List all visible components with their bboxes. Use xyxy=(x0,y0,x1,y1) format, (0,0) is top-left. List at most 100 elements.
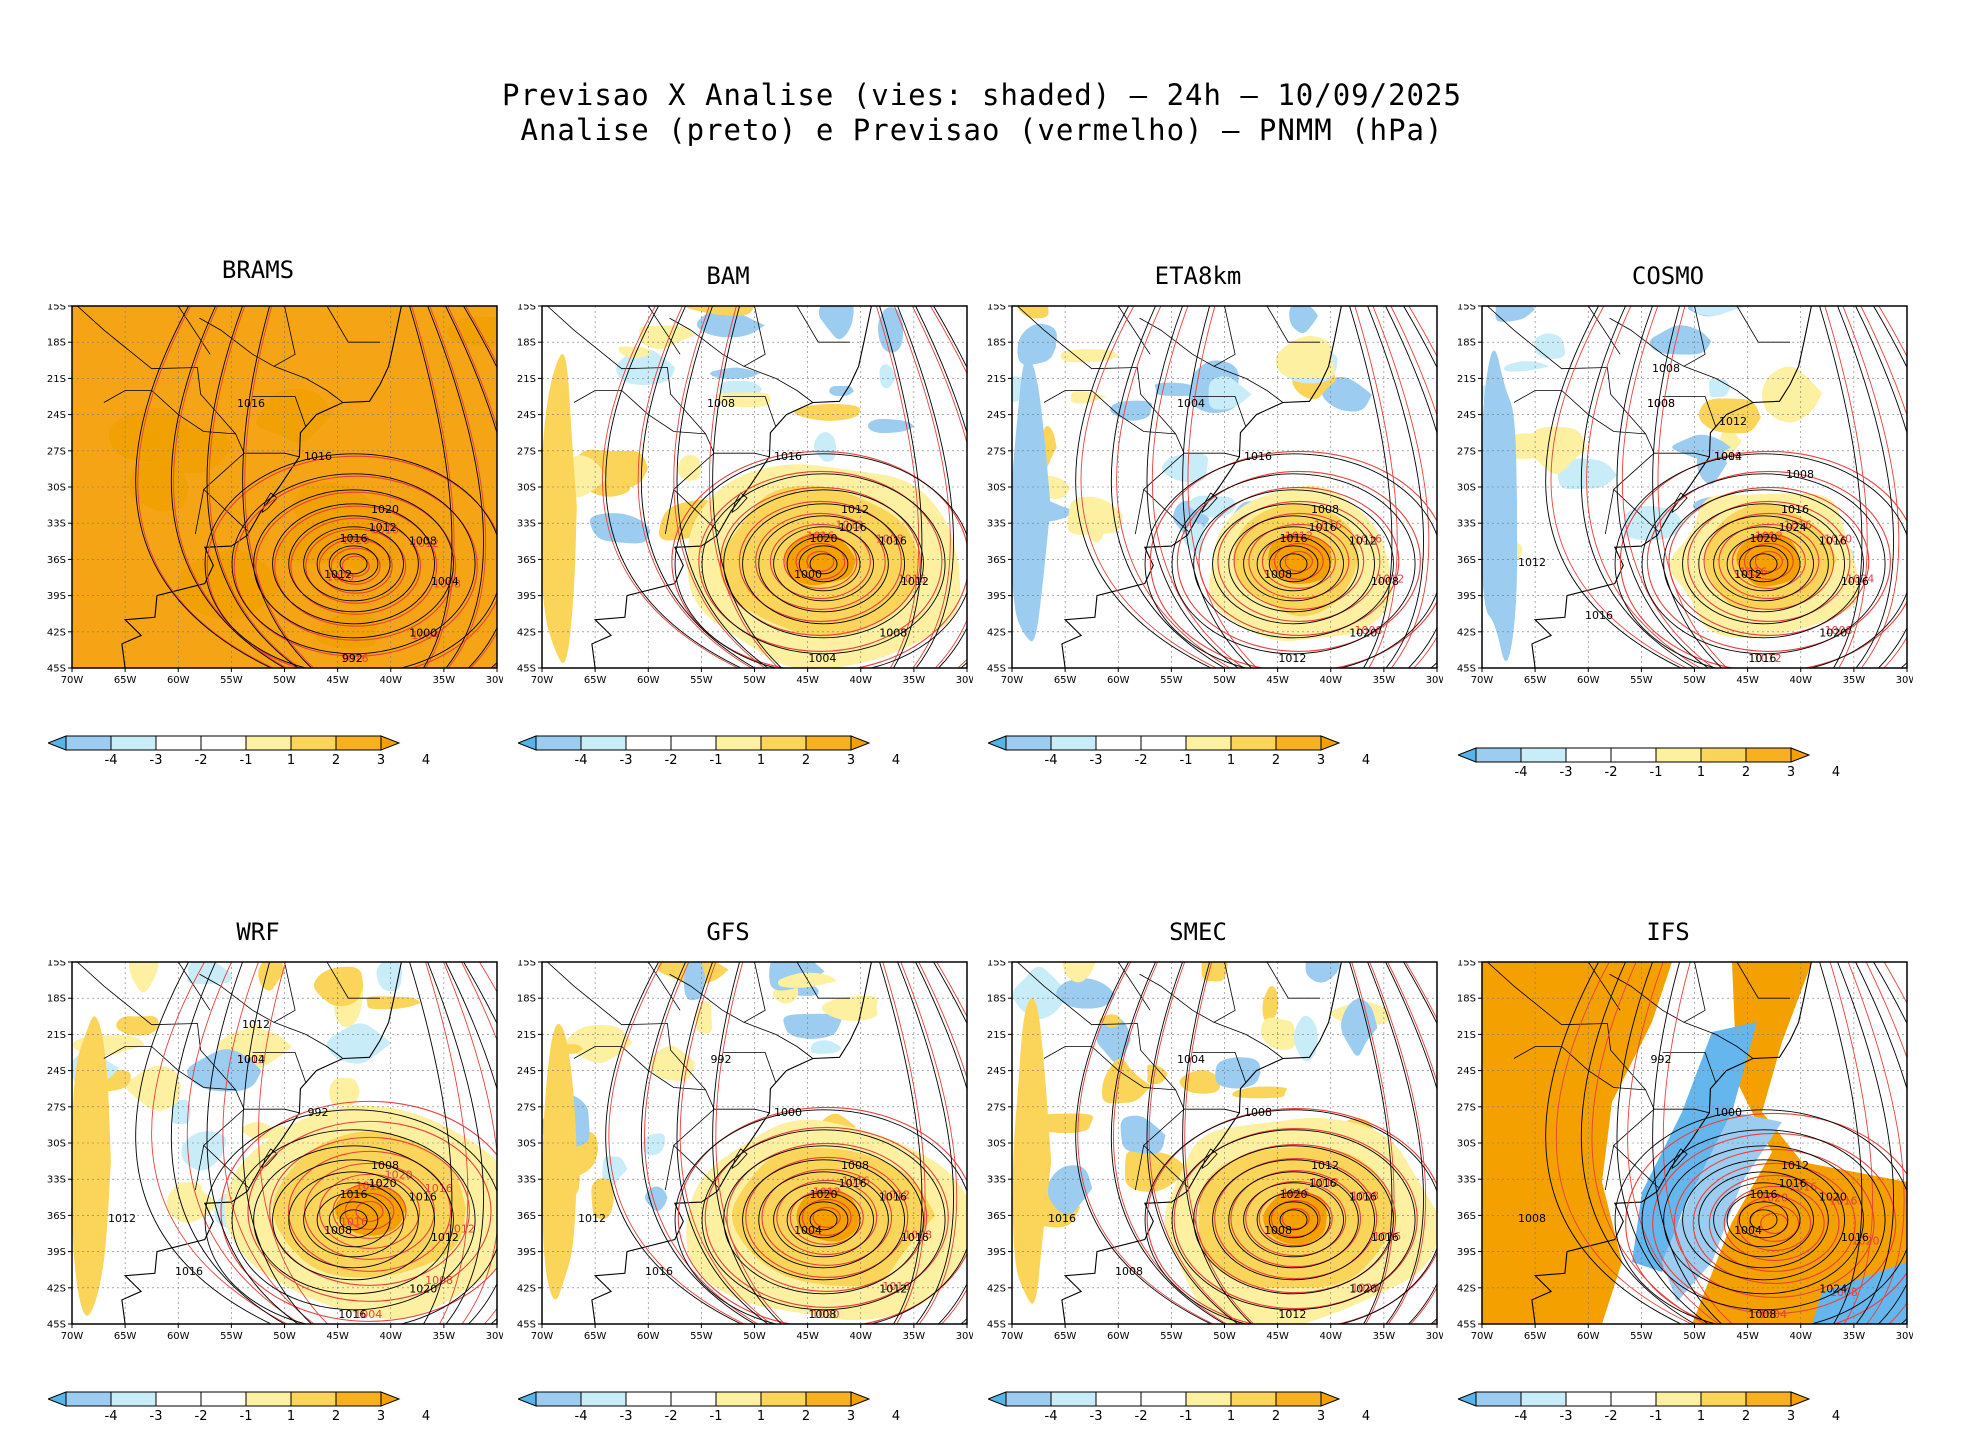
bias-shading xyxy=(1120,1115,1166,1154)
forecast-isobar xyxy=(1829,962,1873,1324)
bias-shading xyxy=(366,996,421,1010)
forecast-isobar xyxy=(637,306,752,668)
analysis-isobar xyxy=(1075,962,1212,1324)
forecast-isobar xyxy=(1657,306,1728,668)
lagoon xyxy=(1201,492,1218,514)
lon-tick-label: 30W xyxy=(956,1331,973,1342)
analysis-isobar xyxy=(1738,1201,1789,1239)
coastline xyxy=(1482,306,1812,668)
analysis-label: 1016 xyxy=(879,535,907,548)
forecast-label: 1008 xyxy=(1825,624,1853,637)
lon-tick-label: 60W xyxy=(637,1331,660,1342)
colorbar-arrow-right xyxy=(1790,747,1811,763)
country-border xyxy=(1043,1046,1092,1059)
forecast-isobar xyxy=(1217,500,1381,622)
forecast-isobar xyxy=(1847,962,1905,1324)
forecast-isobar xyxy=(305,528,407,604)
lon-tick-label: 55W xyxy=(1160,675,1183,686)
analysis-label: 1016 xyxy=(1585,609,1613,622)
colorbar-label: -1 xyxy=(1180,753,1193,768)
analysis-isobar xyxy=(786,1192,861,1248)
lon-tick-label: 45W xyxy=(326,1331,349,1342)
lat-tick-label: 15S xyxy=(47,304,66,313)
country-border xyxy=(647,306,681,355)
colorbar-label: -1 xyxy=(240,1409,253,1424)
analysis-label: 1012 xyxy=(431,1231,459,1244)
analysis-isobar xyxy=(445,306,497,668)
analysis-isobar xyxy=(1713,526,1814,602)
bias-shading xyxy=(1293,1015,1318,1062)
analysis-isobar xyxy=(242,962,312,1324)
forecast-isobar xyxy=(875,306,920,668)
country-border xyxy=(1213,1021,1284,1059)
lon-tick-label: 50W xyxy=(273,1331,296,1342)
forecast-label: 1016 xyxy=(1373,1230,1401,1243)
forecast-isobar xyxy=(1619,450,1907,668)
colorbar-label: -2 xyxy=(665,1409,678,1424)
analysis-label: 1016 xyxy=(340,1188,368,1201)
bias-shading xyxy=(1056,978,1115,1009)
country-border xyxy=(1117,962,1151,1011)
lat-tick-label: 39S xyxy=(1457,1247,1476,1258)
lon-tick-label: 70W xyxy=(1471,675,1494,686)
analysis-isobar xyxy=(339,553,368,575)
analysis-label: 1008 xyxy=(841,1159,869,1172)
analysis-label: 1016 xyxy=(1841,575,1869,588)
forecast-isobar xyxy=(355,1200,384,1222)
forecast-isobar xyxy=(247,1120,492,1302)
analysis-label: 1000 xyxy=(1714,1106,1742,1119)
analysis-label: 1016 xyxy=(237,397,265,410)
lat-tick-label: 15S xyxy=(47,960,66,969)
lat-tick-label: 39S xyxy=(517,1247,536,1258)
lon-tick-label: 70W xyxy=(1001,1331,1024,1342)
analysis-isobar xyxy=(1075,306,1212,668)
analysis-isobar xyxy=(723,1145,924,1295)
forecast-label: 1012 xyxy=(813,1185,841,1198)
bias-shading xyxy=(256,388,333,443)
country-border xyxy=(573,390,622,403)
forecast-isobar xyxy=(425,962,469,1324)
bias-shading xyxy=(258,962,285,991)
forecast-label: 1004 xyxy=(354,1308,382,1321)
country-border xyxy=(547,962,719,1188)
colorbar: -4 -3 -2 -1 1 2 3 4 xyxy=(518,735,900,768)
forecast-isobar xyxy=(1723,1185,1825,1261)
bias-shading xyxy=(1070,391,1107,404)
forecast-isobar xyxy=(1274,542,1324,580)
country-border xyxy=(1561,1046,1646,1091)
lon-tick-label: 40W xyxy=(379,675,402,686)
analysis-isobar xyxy=(879,962,923,1324)
country-border xyxy=(1604,1145,1615,1191)
lat-tick-label: 33S xyxy=(517,1175,536,1186)
analysis-isobar xyxy=(288,1171,419,1269)
bias-shading xyxy=(542,1023,578,1300)
lon-tick-label: 45W xyxy=(1736,1331,1759,1342)
colorbar: -4 -3 -2 -1 1 2 3 4 xyxy=(518,1391,900,1424)
forecast-label: 1016 xyxy=(882,1280,910,1293)
bias-shading xyxy=(1096,1017,1131,1063)
country-border xyxy=(1192,1052,1247,1083)
analysis-isobar xyxy=(674,453,967,668)
lat-tick-label: 18S xyxy=(517,338,536,349)
analysis-label: 992 xyxy=(342,652,363,665)
analysis-isobar xyxy=(1111,962,1225,1324)
panel-title: BAM xyxy=(706,262,750,290)
analysis-isobar xyxy=(1652,962,1722,1324)
colorbar-label: 3 xyxy=(377,753,385,768)
lon-tick-label: 65W xyxy=(584,675,607,686)
forecast-label: 1012 xyxy=(1755,529,1783,542)
analysis-isobar xyxy=(758,515,889,613)
lat-tick-label: 45S xyxy=(987,1320,1006,1331)
colorbar-segment xyxy=(535,1391,582,1407)
analysis-isobar xyxy=(1819,306,1863,668)
bias-shading xyxy=(1495,306,1535,322)
colorbar-segment xyxy=(110,1391,157,1407)
colorbar-label: -2 xyxy=(195,753,208,768)
analysis-isobar xyxy=(742,503,906,625)
lat-tick-label: 24S xyxy=(1457,1066,1476,1077)
colorbar-segment xyxy=(1475,747,1522,763)
coastline xyxy=(72,306,402,668)
lagoon xyxy=(261,1148,278,1170)
country-border xyxy=(1192,396,1247,427)
colorbar-segment xyxy=(670,1391,717,1407)
